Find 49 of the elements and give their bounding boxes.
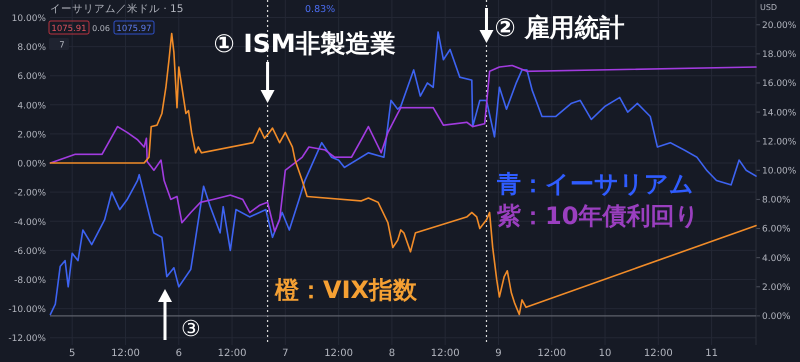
annotation: 1075.91 — [51, 24, 87, 34]
y2-tick-label: 14.00% — [762, 108, 797, 118]
y2-tick-label: 8.00% — [762, 196, 792, 206]
x-tick-label: 12:00 — [218, 348, 246, 359]
annotation: 0.06 — [92, 24, 110, 33]
y-tick-label: 2.00% — [17, 130, 46, 140]
x-tick-label: 5 — [69, 348, 76, 359]
y2-tick-label: 20.00% — [762, 20, 797, 31]
x-tick-label: 11 — [705, 348, 718, 359]
y2-tick-label: 6.00% — [762, 224, 792, 235]
series-label: 橙：VIX指数 — [274, 276, 418, 304]
ref-line-label: ② 雇用統計 — [494, 13, 624, 42]
y2-tick-label: 4.00% — [762, 254, 792, 264]
annotation: 1075.97 — [116, 24, 152, 34]
x-tick-label: 12:00 — [111, 348, 140, 359]
y-tick-label: -4.00% — [14, 218, 46, 228]
y2-tick-label: 18.00% — [762, 50, 797, 60]
y-tick-label: 8.00% — [17, 43, 46, 54]
text: 紫：10年債利回り — [496, 202, 700, 230]
y-tick-label: 4.00% — [17, 101, 46, 112]
x-tick-label: 9 — [495, 348, 502, 359]
x-tick-label: 12:00 — [430, 348, 460, 359]
series-label: 青：イーサリアム — [496, 170, 694, 198]
ref-line-label: ① ISM非製造業 — [214, 29, 396, 58]
x-tick-label: 7 — [282, 348, 289, 359]
y-tick-label: 0.00% — [17, 160, 46, 170]
y2-tick-label: 2.00% — [762, 282, 792, 293]
x-tick-label: 12:00 — [324, 348, 354, 359]
x-tick-label: 10 — [598, 348, 612, 359]
y-tick-label: -10.00% — [8, 305, 46, 316]
x-tick-label: 6 — [176, 348, 182, 359]
x-tick-label: 12:00 — [537, 348, 566, 359]
y-tick-label: 6.00% — [17, 72, 46, 82]
y-tick-label: -6.00% — [14, 246, 46, 257]
y2-axis-title: USD — [760, 3, 778, 12]
y2-tick-label: 0.00% — [762, 312, 792, 322]
annotation: 7 — [59, 40, 65, 50]
annotation: ③ — [181, 317, 201, 342]
y-tick-label: -8.00% — [14, 276, 46, 286]
annotation: 0.83% — [305, 4, 336, 15]
y2-tick-label: 16.00% — [762, 79, 797, 90]
annotation: イーサリアム／米ドル · 15 — [50, 2, 184, 15]
y2-tick-label: 10.00% — [762, 166, 797, 177]
x-tick-label: 12:00 — [644, 348, 673, 359]
y-tick-label: 10.00% — [12, 14, 46, 24]
x-tick-label: 8 — [388, 348, 396, 359]
y2-tick-label: 12.00% — [762, 137, 797, 148]
y-tick-label: -12.00% — [8, 334, 46, 344]
y-tick-label: -2.00% — [14, 188, 46, 199]
